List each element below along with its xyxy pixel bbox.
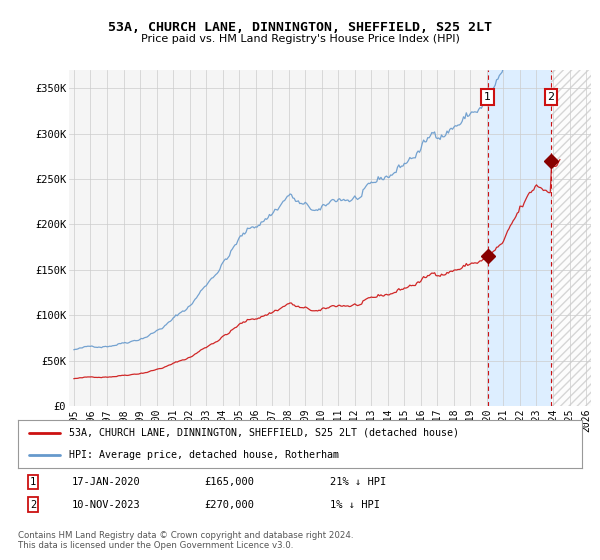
Text: 10-NOV-2023: 10-NOV-2023 — [72, 500, 141, 510]
Text: 53A, CHURCH LANE, DINNINGTON, SHEFFIELD, S25 2LT (detached house): 53A, CHURCH LANE, DINNINGTON, SHEFFIELD,… — [69, 428, 459, 438]
Text: 2: 2 — [30, 500, 36, 510]
Text: 1: 1 — [30, 477, 36, 487]
Text: Price paid vs. HM Land Registry's House Price Index (HPI): Price paid vs. HM Land Registry's House … — [140, 34, 460, 44]
Bar — [551, 70, 591, 406]
Text: £165,000: £165,000 — [204, 477, 254, 487]
Text: 1: 1 — [484, 92, 491, 102]
Text: 2: 2 — [547, 92, 554, 102]
Text: 1% ↓ HPI: 1% ↓ HPI — [330, 500, 380, 510]
Text: 53A, CHURCH LANE, DINNINGTON, SHEFFIELD, S25 2LT: 53A, CHURCH LANE, DINNINGTON, SHEFFIELD,… — [108, 21, 492, 34]
Text: 21% ↓ HPI: 21% ↓ HPI — [330, 477, 386, 487]
Text: Contains HM Land Registry data © Crown copyright and database right 2024.
This d: Contains HM Land Registry data © Crown c… — [18, 531, 353, 550]
Text: £270,000: £270,000 — [204, 500, 254, 510]
Bar — [488, 70, 551, 406]
Bar — [551, 70, 591, 406]
Text: 17-JAN-2020: 17-JAN-2020 — [72, 477, 141, 487]
Text: HPI: Average price, detached house, Rotherham: HPI: Average price, detached house, Roth… — [69, 450, 339, 460]
